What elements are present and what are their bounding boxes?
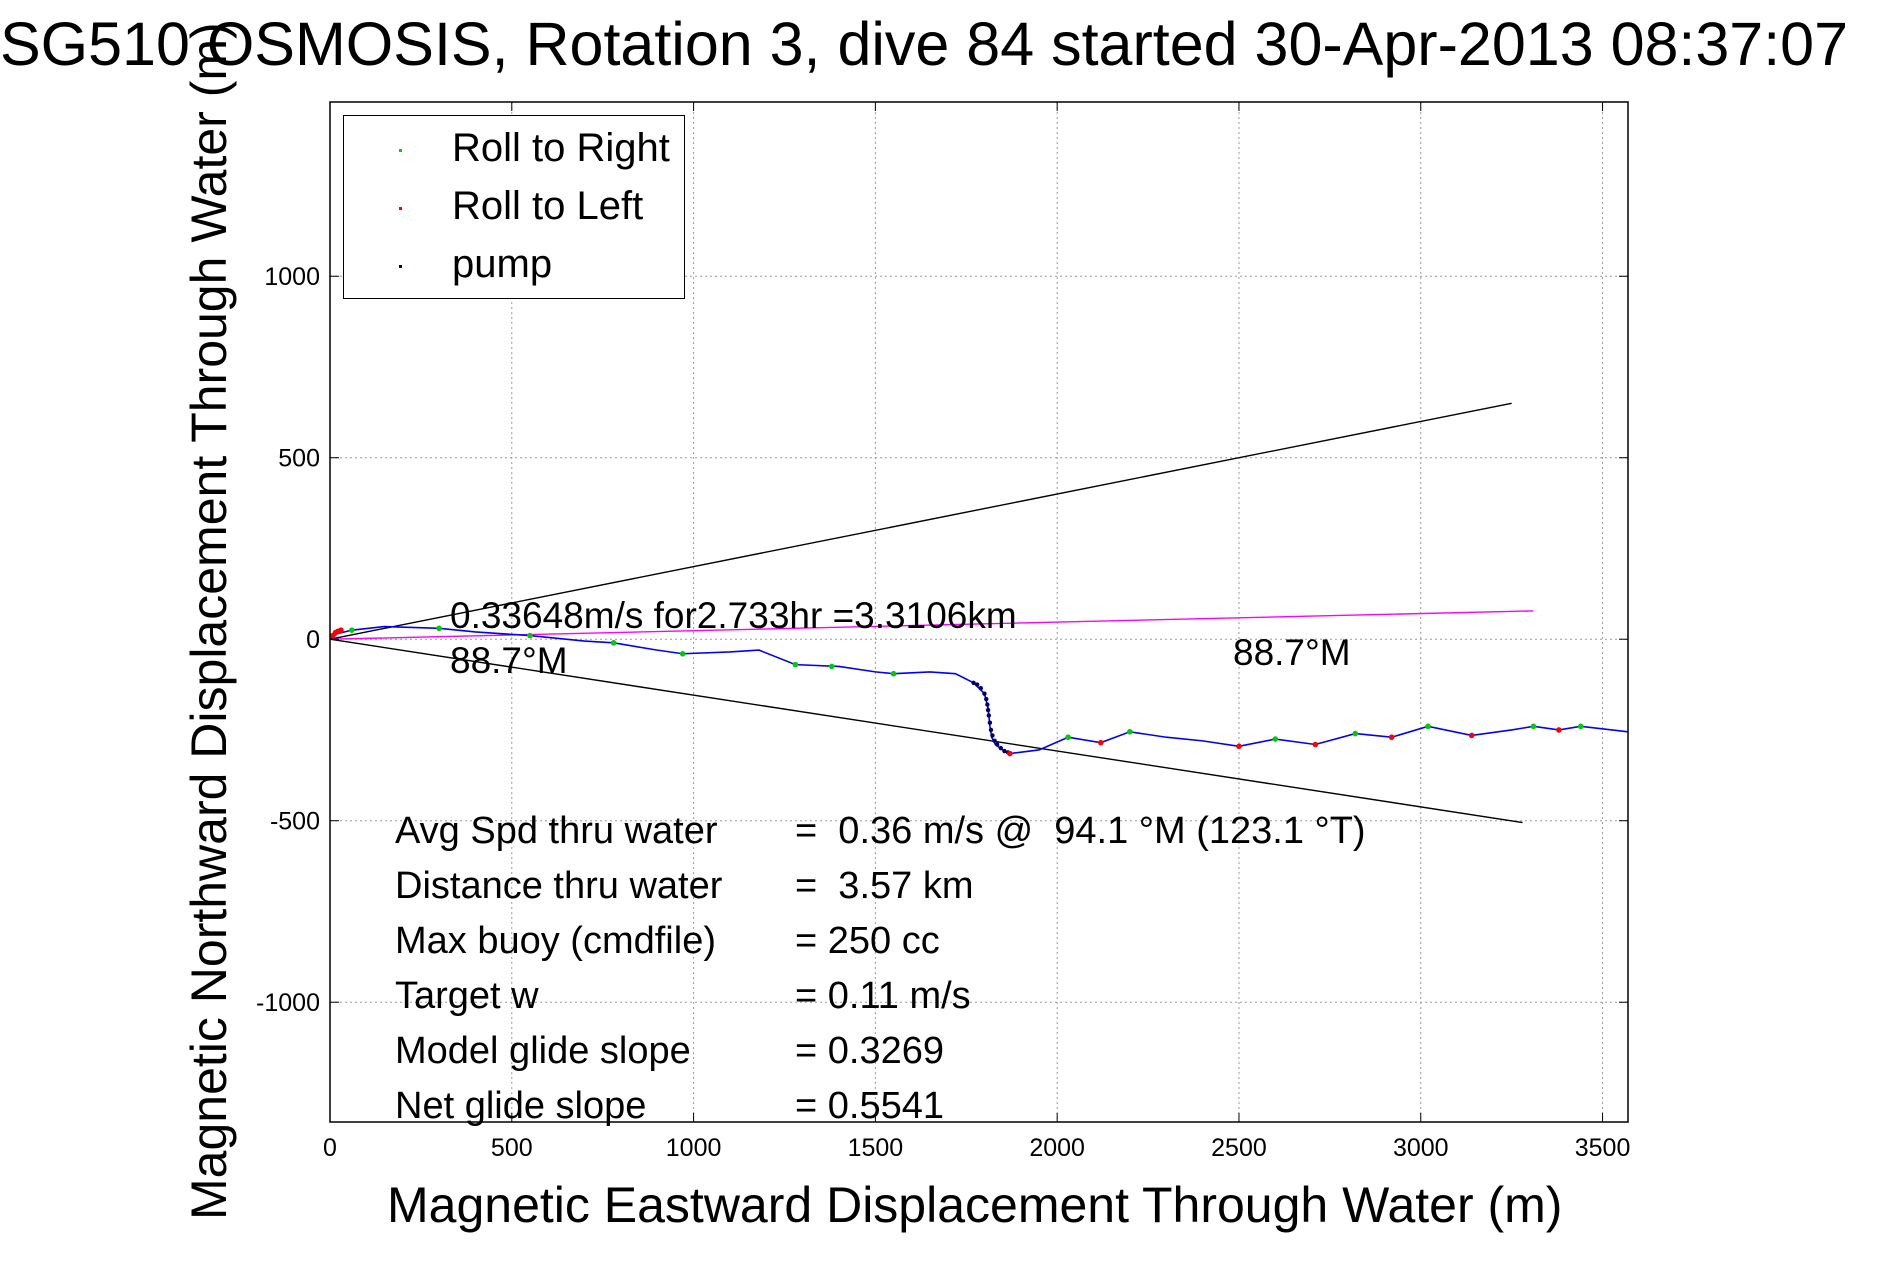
roll-right-legend-marker — [399, 149, 402, 152]
stat-value: = 0.3269 — [795, 1030, 944, 1072]
pump-point — [982, 691, 987, 696]
y-tick-label: 500 — [278, 445, 320, 473]
roll-right-point — [610, 640, 617, 646]
y-tick-label: -1000 — [256, 989, 320, 1017]
legend-label: Roll to Left — [452, 184, 644, 228]
pump-point — [988, 727, 994, 733]
roll-right-point — [890, 670, 897, 677]
stat-avg-speed: Avg Spd thru water = 0.36 m/s @ 94.1 °M … — [395, 810, 1495, 865]
roll-left-point — [1388, 734, 1395, 741]
chart-title: SG510 OSMOSIS, Rotation 3, dive 84 start… — [0, 10, 1849, 78]
roll-right-point — [1352, 730, 1359, 737]
roll-right-point — [792, 661, 799, 668]
pump-point — [984, 696, 989, 702]
pump-point — [992, 738, 997, 744]
track-line — [329, 625, 1629, 755]
marker-layer — [330, 625, 1584, 757]
stat-label: Net glide slope — [395, 1085, 647, 1127]
roll-left-legend-marker — [399, 207, 402, 210]
pump-point — [987, 720, 993, 725]
pump-point — [985, 707, 991, 713]
plot-area-border — [329, 101, 1629, 1123]
stat-model-glide-slope: Model glide slope = 0.3269 — [395, 1030, 1495, 1085]
stat-value: = 0.36 m/s @ 94.1 °M (123.1 °T) — [795, 810, 1366, 852]
track-layer — [329, 625, 1629, 755]
x-tick-label: 2000 — [1029, 1134, 1085, 1162]
stat-label: Avg Spd thru water — [395, 810, 718, 852]
x-tick-label: 3000 — [1393, 1134, 1449, 1162]
pump-point — [998, 745, 1004, 751]
stat-value: = 0.5541 — [795, 1085, 944, 1127]
stat-target-w: Target w = 0.11 m/s — [395, 975, 1495, 1030]
roll-left-point — [1312, 741, 1319, 748]
pump-point — [990, 733, 995, 738]
pump-point — [986, 713, 992, 718]
dive-statistics: Avg Spd thru water = 0.36 m/s @ 94.1 °M … — [395, 810, 1495, 1140]
roll-left-point — [1236, 743, 1242, 750]
pump-point — [978, 686, 984, 691]
roll-right-point — [828, 663, 835, 670]
roll-left-point — [1007, 750, 1013, 757]
stat-value: = 0.11 m/s — [795, 975, 971, 1017]
legend: Roll to Right Roll to Left pump — [343, 115, 685, 299]
x-tick-label: 3500 — [1575, 1134, 1631, 1162]
roll-left-point — [1556, 727, 1562, 733]
pump-point — [971, 680, 976, 685]
stat-max-buoy: Max buoy (cmdfile) = 250 cc — [395, 920, 1495, 975]
heading-annotation-left: 88.7°M — [450, 640, 568, 681]
legend-item-pump: pump — [344, 238, 684, 296]
legend-item-roll-left: Roll to Left — [344, 180, 684, 238]
track-extent-upper-line — [329, 402, 1512, 640]
stat-label: Model glide slope — [395, 1030, 691, 1072]
x-tick-label: 1500 — [848, 1134, 904, 1162]
roll-right-point — [679, 650, 686, 657]
y-tick-label: 1000 — [264, 263, 320, 291]
stat-value: = 250 cc — [795, 920, 940, 962]
roll-right-point — [1530, 723, 1537, 730]
roll-right-point — [349, 627, 355, 633]
x-tick-label: 2500 — [1211, 1134, 1267, 1162]
roll-right-point — [1577, 723, 1584, 730]
pump-point — [994, 742, 1000, 747]
stat-distance: Distance thru water = 3.57 km — [395, 865, 1495, 920]
stat-net-glide-slope: Net glide slope = 0.5541 — [395, 1085, 1495, 1140]
legend-label: Roll to Right — [452, 126, 670, 170]
roll-right-point — [527, 632, 533, 639]
roll-left-point — [1098, 739, 1104, 746]
pump-point — [1002, 748, 1007, 754]
x-tick-label: 1000 — [666, 1134, 722, 1162]
roll-right-point — [1127, 728, 1133, 735]
roll-left-point — [338, 627, 344, 633]
stat-value: = 3.57 km — [795, 865, 974, 907]
stat-label: Target w — [395, 975, 539, 1017]
roll-left-point — [1468, 732, 1475, 739]
stat-label: Distance thru water — [395, 865, 723, 907]
roll-right-point — [1425, 723, 1431, 730]
y-tick-label: 0 — [306, 626, 320, 654]
avg-velocity-annotation: 0.33648m/s for2.733hr =3.3106km — [450, 595, 1017, 636]
tick-layer: 0 500 1000 1500 2000 2500 3000 3500 -1000 -500 0 50… — [256, 102, 1630, 1162]
roll-right-point — [436, 625, 442, 632]
roll-right-point — [1272, 736, 1279, 742]
y-axis-label: Magnetic Northward Displacement Through … — [181, 22, 237, 1220]
stat-label: Max buoy (cmdfile) — [395, 920, 716, 962]
roll-right-point — [1065, 734, 1071, 741]
pump-legend-marker — [399, 265, 402, 268]
heading-annotation-right: 88.7°M — [1233, 632, 1351, 673]
x-axis-label: Magnetic Eastward Displacement Through W… — [387, 1177, 1563, 1233]
pump-point — [974, 682, 980, 687]
y-tick-label: -500 — [270, 808, 320, 836]
x-tick-label: 500 — [491, 1134, 533, 1162]
track-extent-lower-line — [329, 638, 1523, 824]
legend-item-roll-right: Roll to Right — [344, 122, 684, 180]
legend-label: pump — [452, 242, 553, 286]
pump-point — [985, 702, 990, 707]
x-tick-label: 0 — [323, 1134, 337, 1162]
